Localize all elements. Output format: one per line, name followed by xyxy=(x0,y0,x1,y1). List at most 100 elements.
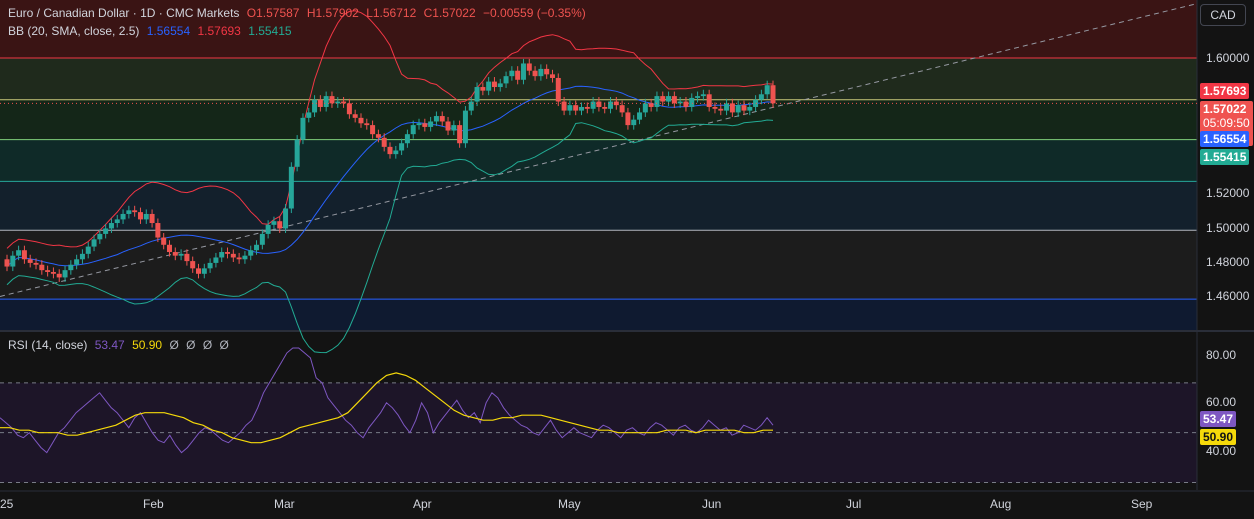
candle-body xyxy=(462,110,468,144)
candle-body xyxy=(509,70,515,77)
symbol-title: Euro / Canadian Dollar · 1D · CMC Market… xyxy=(8,6,240,20)
candle-body xyxy=(161,237,167,245)
candle-body xyxy=(544,68,550,75)
candle-body xyxy=(393,150,399,155)
candle-body xyxy=(729,103,735,113)
candle-body xyxy=(265,224,271,234)
rsi-ma-value: 50.90 xyxy=(132,338,163,352)
price-zone xyxy=(0,299,1197,330)
candle-body xyxy=(549,74,555,78)
trend-line xyxy=(0,3,1198,297)
close-price-text: 1.57022 xyxy=(1203,102,1247,116)
candle-body xyxy=(381,137,387,147)
candle-body xyxy=(689,97,695,107)
currency-button[interactable]: CAD xyxy=(1200,4,1246,26)
rsi-tick-80: 80.00 xyxy=(1206,348,1237,362)
candle-body xyxy=(190,261,196,269)
price-zone xyxy=(0,58,1197,100)
rsi-ma-tag: 50.90 xyxy=(1200,429,1237,445)
candle-body xyxy=(74,259,80,265)
time-tick-sep: Sep xyxy=(1131,497,1153,511)
candle-body xyxy=(352,114,358,118)
candle-body xyxy=(242,255,248,260)
candle-body xyxy=(631,119,637,126)
candle-body xyxy=(770,85,776,104)
candle-body xyxy=(416,123,422,126)
candle-body xyxy=(422,123,428,127)
candle-body xyxy=(375,134,381,138)
candle-body xyxy=(404,134,410,144)
rsi-line xyxy=(0,347,774,454)
bb-upper-line xyxy=(6,10,774,249)
rsi-legend[interactable]: RSI (14, close) 53.47 50.90 Ø Ø Ø Ø xyxy=(8,338,233,352)
candle-body xyxy=(410,125,416,135)
candle-body xyxy=(184,253,190,262)
bb-upper-value: 1.57693 xyxy=(197,24,241,38)
candle-body xyxy=(555,77,561,102)
price-zone xyxy=(0,139,1197,182)
candle-body xyxy=(39,264,45,271)
bb-lower-line xyxy=(6,119,774,354)
candle-body xyxy=(695,96,701,98)
candle-body xyxy=(596,101,602,107)
price-tick-1: 1.60000 xyxy=(1206,51,1250,65)
rsi-empty-3: Ø xyxy=(202,338,213,352)
price-tick-3: 1.50000 xyxy=(1206,221,1250,235)
candle-body xyxy=(97,233,103,240)
candle-body xyxy=(584,106,590,109)
candle-body xyxy=(683,101,689,107)
candle-body xyxy=(387,146,393,155)
candle-body xyxy=(213,257,219,263)
low-value: L1.56712 xyxy=(366,6,417,20)
candle-body xyxy=(491,81,497,88)
candle-body xyxy=(137,212,143,220)
candle-body xyxy=(4,259,10,267)
candle-body xyxy=(323,96,329,107)
open-value: O1.57587 xyxy=(246,6,300,20)
candle-body xyxy=(468,101,474,111)
candle-body xyxy=(445,121,451,131)
candle-body xyxy=(642,103,648,113)
candle-body xyxy=(764,85,770,95)
candle-body xyxy=(288,166,294,209)
rsi-ma-line xyxy=(0,372,773,444)
bb-lower-value: 1.55415 xyxy=(248,24,292,38)
price-tick-4: 1.48000 xyxy=(1206,255,1250,269)
candle-body xyxy=(196,268,201,274)
candle-body xyxy=(68,264,74,271)
candle-body xyxy=(172,252,178,256)
candle-body xyxy=(33,262,39,265)
candle-body xyxy=(515,70,521,80)
countdown-text: 05:09:50 xyxy=(1203,116,1250,130)
candle-body xyxy=(486,81,492,91)
bb-lower-tag: 1.55415 xyxy=(1200,149,1250,165)
time-tick-mar: Mar xyxy=(274,497,295,511)
rsi-tick-40: 40.00 xyxy=(1206,444,1237,458)
candle-body xyxy=(526,63,532,71)
close-value: C1.57022 xyxy=(423,6,476,20)
candle-body xyxy=(62,270,68,278)
candle-body xyxy=(364,123,370,126)
candle-body xyxy=(451,125,457,131)
candle-body xyxy=(718,108,724,111)
candle-body xyxy=(579,106,584,111)
candle-body xyxy=(45,270,51,272)
rsi-empty-2: Ø xyxy=(186,338,196,352)
candle-body xyxy=(85,246,91,254)
candle-body xyxy=(660,96,666,102)
candle-body xyxy=(648,103,654,107)
time-tick-may: May xyxy=(558,497,581,511)
symbol-legend[interactable]: Euro / Canadian Dollar · 1D · CMC Market… xyxy=(8,6,590,20)
bb-legend[interactable]: BB (20, SMA, close, 2.5) 1.56554 1.57693… xyxy=(8,24,296,38)
candle-body xyxy=(561,101,567,111)
candle-body xyxy=(753,99,759,107)
candle-body xyxy=(480,87,486,91)
candle-body xyxy=(166,244,172,253)
candle-body xyxy=(271,221,277,225)
candle-body xyxy=(567,105,573,111)
candle-body xyxy=(654,96,660,107)
price-tick-2: 1.52000 xyxy=(1206,186,1250,200)
candle-body xyxy=(399,143,405,151)
candle-body xyxy=(10,255,16,267)
